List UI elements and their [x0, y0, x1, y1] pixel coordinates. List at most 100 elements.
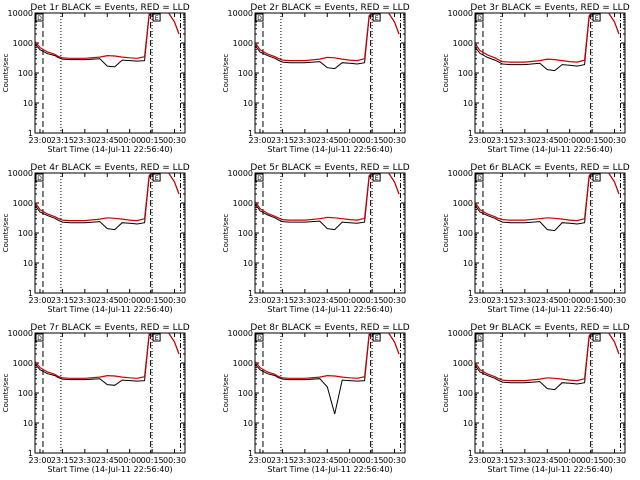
- panel-title: Det 3r BLACK = Events, RED = LLD: [470, 3, 629, 13]
- series-line-lld: [255, 13, 400, 62]
- x-tick-label: 00:00: [338, 296, 361, 305]
- y-tick-label: 10000: [8, 9, 33, 18]
- series-line-events: [35, 13, 180, 68]
- y-tick-label: 1000: [453, 199, 473, 208]
- series-line-events: [35, 173, 180, 231]
- y-tick-label: 10000: [228, 329, 253, 338]
- x-axis-label: Start Time (14-Jul-11 22:56:40): [267, 305, 392, 314]
- series-line-lld: [35, 13, 180, 59]
- panel-det-4: Det 4r BLACK = Events, RED = LLD 1 10 100 10…: [2, 163, 190, 314]
- corner-marker-box: [592, 173, 601, 182]
- panel-det-9: Det 9r BLACK = Events, RED = LLD 1 10 100 10…: [442, 323, 630, 474]
- x-tick-label: 23:00: [248, 136, 271, 145]
- x-tick-label: 23:00: [248, 456, 271, 465]
- series-line-events: [255, 333, 400, 415]
- x-tick-label: 00:30: [163, 296, 186, 305]
- x-axis-label: Start Time (14-Jul-11 22:56:40): [267, 145, 392, 154]
- y-axis-label: Counts/sec: [442, 214, 450, 253]
- corner-marker-box: [255, 333, 264, 342]
- x-tick-label: 23:45: [536, 136, 559, 145]
- x-tick-label: 00:15: [361, 296, 384, 305]
- x-tick-label: 00:30: [383, 136, 406, 145]
- panel-title: Det 2r BLACK = Events, RED = LLD: [250, 3, 409, 13]
- corner-marker-box: [475, 13, 484, 22]
- panel-det-3: Det 3r BLACK = Events, RED = LLD 1 10 100 10…: [442, 3, 630, 154]
- x-tick-label: 00:15: [141, 136, 164, 145]
- corner-marker-box: [152, 13, 161, 22]
- y-tick-label: 1: [468, 129, 473, 138]
- x-axis-label: Start Time (14-Jul-11 22:56:40): [487, 465, 612, 474]
- y-tick-label: 1: [248, 289, 253, 298]
- series-line-lld: [475, 173, 620, 222]
- series-line-lld: [35, 173, 180, 222]
- panel-det-5: Det 5r BLACK = Events, RED = LLD 1 10 100 10…: [222, 163, 410, 314]
- x-tick-label: 00:15: [361, 456, 384, 465]
- corner-marker-box: [372, 333, 381, 342]
- y-tick-label: 10: [243, 259, 253, 268]
- x-axis-label: Start Time (14-Jul-11 22:56:40): [267, 465, 392, 474]
- corner-marker-label: D: [257, 335, 262, 342]
- panel-title: Det 9r BLACK = Events, RED = LLD: [470, 323, 629, 333]
- corner-marker-box: [475, 173, 484, 182]
- y-tick-label: 100: [238, 229, 253, 238]
- x-tick-label: 00:30: [603, 136, 626, 145]
- x-tick-label: 23:45: [96, 136, 119, 145]
- y-tick-label: 100: [18, 389, 33, 398]
- y-tick-label: 10: [243, 419, 253, 428]
- y-tick-label: 100: [18, 69, 33, 78]
- x-tick-label: 23:00: [468, 456, 491, 465]
- plot-frame: [474, 172, 626, 294]
- x-tick-label: 00:30: [603, 296, 626, 305]
- corner-marker-label: D: [37, 335, 42, 342]
- x-tick-label: 00:00: [118, 456, 141, 465]
- y-tick-label: 1: [248, 449, 253, 458]
- series-line-events: [475, 13, 620, 72]
- corner-marker-label: E: [595, 335, 599, 342]
- corner-marker-label: D: [257, 15, 262, 22]
- plot-frame: [254, 12, 406, 134]
- panel-title: Det 5r BLACK = Events, RED = LLD: [250, 163, 409, 173]
- x-tick-label: 23:30: [513, 296, 536, 305]
- x-axis-label: Start Time (14-Jul-11 22:56:40): [47, 465, 172, 474]
- y-tick-label: 100: [238, 69, 253, 78]
- y-tick-label: 1: [28, 129, 33, 138]
- panel-title: Det 8r BLACK = Events, RED = LLD: [250, 323, 409, 333]
- y-tick-label: 1: [468, 289, 473, 298]
- corner-marker-box: [592, 333, 601, 342]
- panel-title: Det 1r BLACK = Events, RED = LLD: [30, 3, 189, 13]
- corner-marker-box: [35, 173, 44, 182]
- series-line-lld: [475, 333, 620, 382]
- x-tick-label: 23:45: [316, 136, 339, 145]
- y-tick-label: 10: [23, 99, 33, 108]
- x-tick-label: 23:15: [51, 136, 74, 145]
- x-tick-label: 23:15: [51, 456, 74, 465]
- x-tick-label: 23:45: [316, 456, 339, 465]
- x-tick-label: 23:00: [28, 296, 51, 305]
- y-axis-label: Counts/sec: [2, 214, 10, 253]
- series-line-lld: [35, 333, 180, 379]
- y-axis-label: Counts/sec: [222, 374, 230, 413]
- x-tick-label: 23:15: [491, 296, 514, 305]
- x-tick-label: 23:45: [96, 296, 119, 305]
- corner-marker-label: E: [375, 335, 379, 342]
- corner-marker-label: D: [257, 175, 262, 182]
- x-tick-label: 00:00: [118, 296, 141, 305]
- y-axis-label: Counts/sec: [442, 374, 450, 413]
- series-line-events: [475, 333, 620, 391]
- series-line-lld: [255, 173, 400, 221]
- corner-marker-label: E: [155, 335, 159, 342]
- corner-marker-box: [152, 173, 161, 182]
- y-tick-label: 100: [238, 389, 253, 398]
- corner-marker-label: D: [477, 335, 482, 342]
- y-tick-label: 10000: [8, 169, 33, 178]
- y-tick-label: 1000: [453, 359, 473, 368]
- panel-det-6: Det 6r BLACK = Events, RED = LLD 1 10 100 10…: [442, 163, 630, 314]
- y-tick-label: 100: [18, 229, 33, 238]
- x-tick-label: 00:15: [361, 136, 384, 145]
- y-tick-label: 10000: [448, 169, 473, 178]
- panel-det-7: Det 7r BLACK = Events, RED = LLD 1 10 100 10…: [2, 323, 190, 474]
- panel-det-2: Det 2r BLACK = Events, RED = LLD 1 10 100 10…: [222, 3, 410, 154]
- x-axis-label: Start Time (14-Jul-11 22:56:40): [487, 305, 612, 314]
- corner-marker-box: [152, 333, 161, 342]
